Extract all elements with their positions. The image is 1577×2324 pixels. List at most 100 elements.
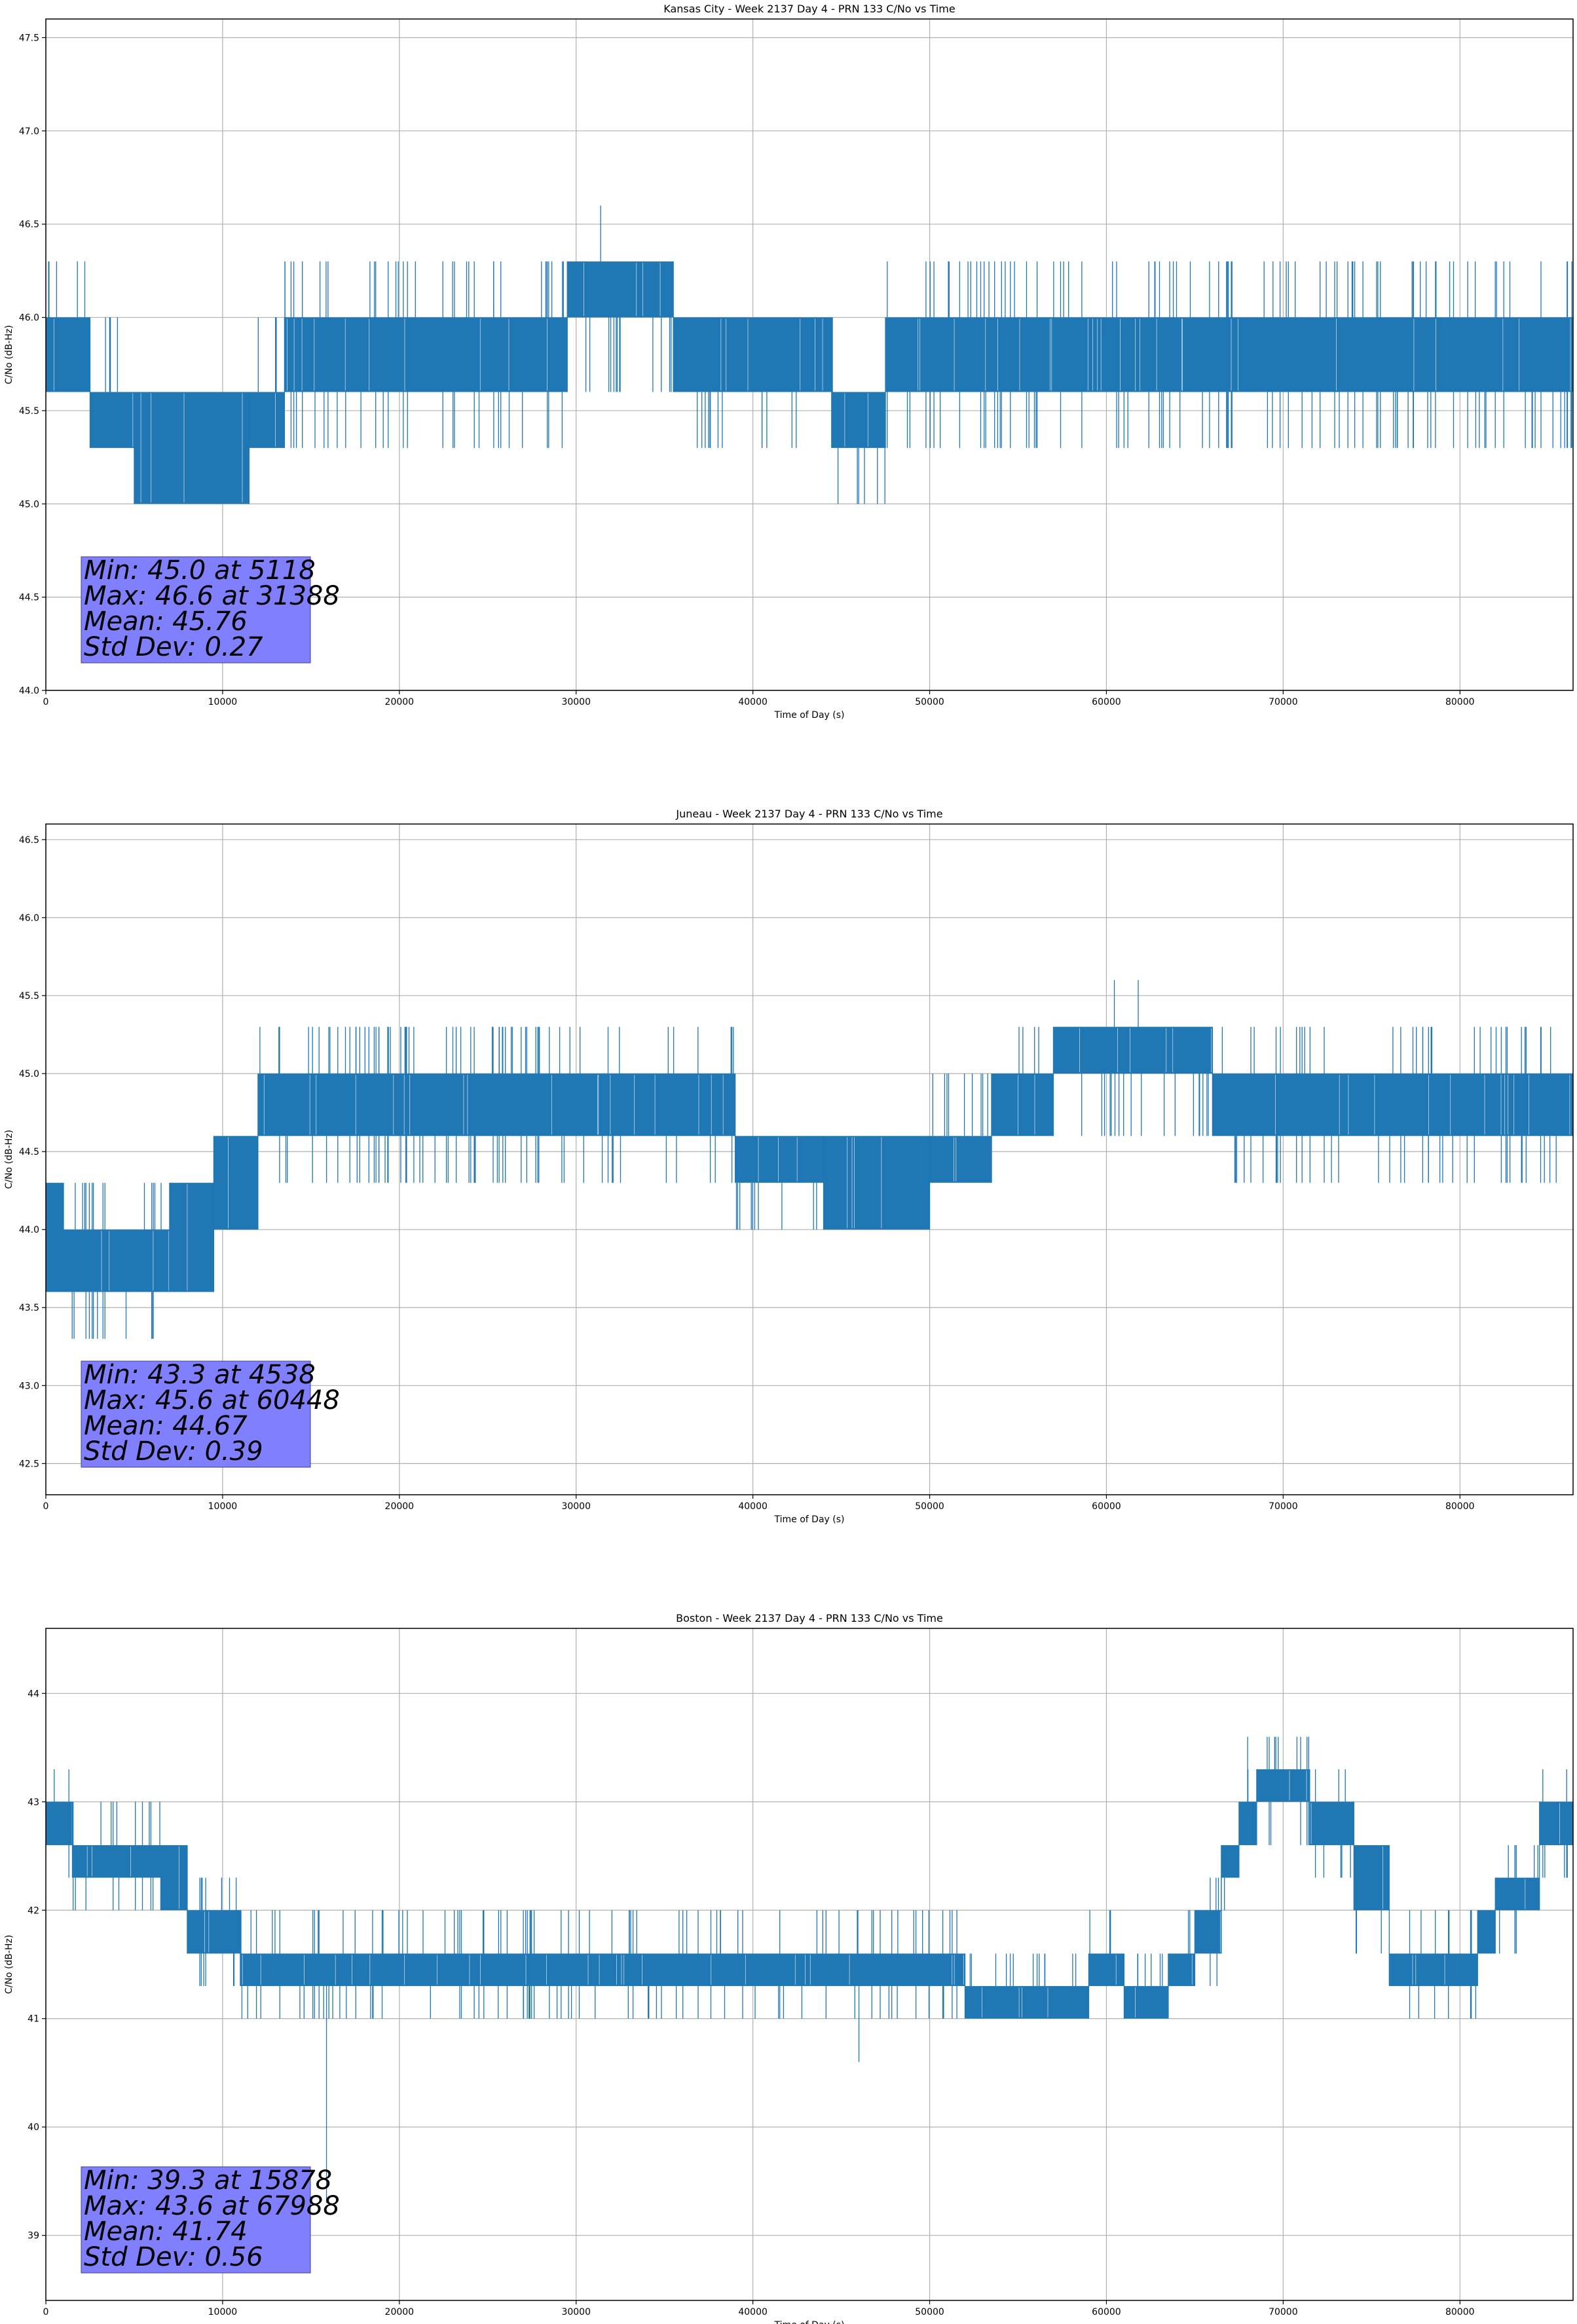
- data-spikes: [199, 1877, 237, 1987]
- data-band-texture: [1289, 1771, 1307, 1801]
- stats-std-dev: Std Dev: 0.39: [84, 1436, 263, 1467]
- y-tick-label: 44.0: [19, 686, 39, 696]
- stats-max: Max: 43.6 at 67988: [84, 2191, 340, 2221]
- y-tick-label: 46.0: [19, 313, 39, 324]
- data-spikes: [71, 1182, 162, 1339]
- data-band-texture: [1275, 1075, 1570, 1135]
- data-band: [134, 392, 250, 504]
- plot-frame: [45, 823, 1574, 1495]
- data-band-texture: [982, 1987, 1048, 2017]
- data-band: [169, 1182, 214, 1292]
- x-tick-label: 50000: [915, 697, 944, 707]
- x-tick-label: 0: [43, 697, 49, 707]
- data-spikes: [1221, 1026, 1557, 1183]
- plot-frame: [45, 1628, 1574, 2301]
- stats-box: [81, 2166, 311, 2274]
- y-tick-label: 46.5: [19, 219, 39, 230]
- stats-mean: Mean: 44.67: [84, 1411, 248, 1441]
- data-band: [1221, 1845, 1239, 1878]
- data-band-texture: [101, 1231, 170, 1291]
- data-band: [1053, 1026, 1213, 1074]
- data-spikes: [1089, 1910, 1111, 1954]
- y-tick-label: 40: [28, 2122, 39, 2133]
- x-tick-label: 10000: [208, 1501, 238, 1512]
- data-band: [832, 392, 886, 448]
- data-band: [1477, 1910, 1496, 1954]
- data-band-texture: [1018, 1075, 1035, 1135]
- chart-3: 0 10000 20000 30000 40000 50000 60000 70000 8000…: [4, 1612, 1574, 2324]
- data-band-texture: [584, 263, 661, 316]
- data-spikes: [887, 261, 1572, 448]
- y-tick-label: 44.5: [19, 1147, 39, 1157]
- data-band-texture: [720, 318, 823, 391]
- data-spikes: [284, 261, 564, 448]
- stats-max: Max: 46.6 at 31388: [84, 581, 340, 611]
- y-tick-label: 45.5: [19, 991, 39, 1002]
- y-axis-label: C/No (dB-Hz): [4, 325, 14, 384]
- data-band: [284, 317, 568, 392]
- x-tick-label: 60000: [1092, 2307, 1121, 2317]
- x-tick-label: 30000: [561, 697, 591, 707]
- y-tick-label: 43.5: [19, 1303, 39, 1313]
- data-band-texture: [1412, 1955, 1445, 1985]
- data-band: [240, 1953, 965, 1987]
- y-tick-label: 46.0: [19, 913, 39, 924]
- y-tick-label: 41: [28, 2014, 39, 2025]
- data-band: [992, 1074, 1054, 1136]
- y-axis-label: C/No (dB-Hz): [4, 1130, 14, 1189]
- data-spikes: [54, 1769, 69, 1878]
- y-tick-label: 43.0: [19, 1381, 39, 1391]
- x-tick-label: 70000: [1269, 2307, 1298, 2317]
- x-tick-label: 20000: [385, 697, 415, 707]
- data-spikes: [259, 1026, 734, 1183]
- data-band: [249, 392, 285, 448]
- x-tick-label: 50000: [915, 1501, 944, 1512]
- stats-mean: Mean: 41.74: [84, 2217, 248, 2247]
- y-tick-label: 47.5: [19, 33, 39, 43]
- data-spikes: [585, 317, 674, 392]
- data-band-texture: [758, 1137, 798, 1182]
- stats-min: Min: 39.3 at 15878: [84, 2165, 332, 2196]
- data-band: [1088, 1953, 1124, 1987]
- plot-frame: [45, 18, 1574, 691]
- data-band: [1212, 1074, 1573, 1136]
- data-band: [885, 317, 1573, 392]
- data-spikes: [1137, 1953, 1163, 1987]
- data-spikes: [1356, 1910, 1382, 1954]
- y-tick-label: 42: [28, 1905, 39, 1916]
- data-band: [46, 1182, 64, 1292]
- stats-max: Max: 45.6 at 60448: [84, 1385, 340, 1415]
- x-tick-label: 0: [43, 1501, 49, 1512]
- data-band: [735, 1136, 824, 1183]
- stats-min: Min: 45.0 at 5118: [84, 555, 316, 586]
- chart-1: 0 10000 20000 30000 40000 50000 60000 70000 8000…: [4, 3, 1574, 721]
- y-tick-label: 42.5: [19, 1459, 39, 1469]
- x-axis-label: Time of Day (s): [774, 2320, 845, 2324]
- data-band-texture: [287, 318, 547, 391]
- x-tick-label: 10000: [208, 697, 238, 707]
- data-band: [929, 1136, 992, 1183]
- data-band: [46, 317, 90, 392]
- x-axis-label: Time of Day (s): [774, 710, 845, 721]
- x-tick-label: 60000: [1092, 1501, 1121, 1512]
- x-tick-label: 10000: [208, 2307, 238, 2317]
- data-band-texture: [918, 318, 1571, 391]
- y-tick-label: 44: [28, 1689, 39, 1699]
- x-tick-label: 40000: [738, 2307, 768, 2317]
- y-tick-label: 45.0: [19, 1069, 39, 1079]
- stats-std-dev: Std Dev: 0.27: [84, 632, 263, 662]
- x-tick-label: 40000: [738, 697, 768, 707]
- data-band: [1309, 1801, 1354, 1845]
- data-spikes: [932, 1074, 988, 1136]
- stats-box: [81, 556, 311, 664]
- data-band-texture: [847, 1137, 882, 1229]
- data-band: [46, 1801, 73, 1845]
- data-spikes: [1542, 1769, 1568, 1878]
- data-spikes: [1081, 1074, 1209, 1136]
- data-band-texture: [140, 393, 243, 503]
- data-band: [1539, 1801, 1573, 1845]
- data-band-texture: [263, 1075, 724, 1135]
- y-tick-label: 44.5: [19, 593, 39, 603]
- stats-min: Min: 43.3 at 4538: [84, 1360, 316, 1390]
